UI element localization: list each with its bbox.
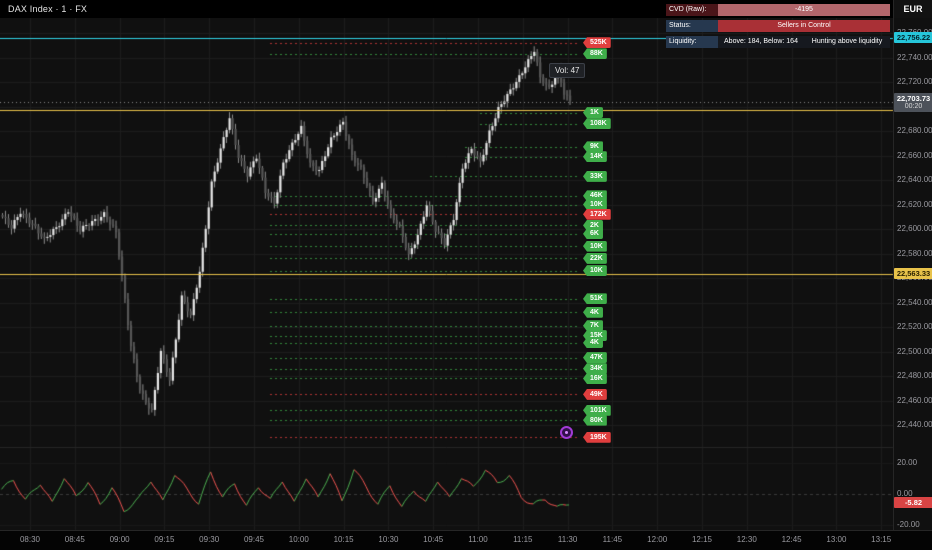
- support-price-label: 22,563.33: [894, 267, 932, 279]
- time-tick-label: 10:00: [288, 535, 309, 544]
- time-tick-label: 08:45: [64, 535, 85, 544]
- price-tick-label: 22,500.00: [897, 346, 932, 356]
- time-tick-label: 09:15: [154, 535, 175, 544]
- time-tick-label: 10:30: [378, 535, 399, 544]
- liquidity-counts: Above: 184, Below: 164: [718, 36, 804, 48]
- time-tick-label: 13:15: [871, 535, 892, 544]
- time-tick-label: 12:30: [736, 535, 757, 544]
- time-tick-label: 11:15: [513, 535, 533, 544]
- status-row: Status: Sellers in Control: [666, 20, 890, 32]
- liquidity-status: Hunting above liquidity: [804, 36, 890, 48]
- time-tick-label: 12:45: [781, 535, 802, 544]
- status-value: Sellers in Control: [718, 20, 890, 32]
- status-label: Status:: [666, 20, 718, 32]
- price-tick-label: 22,480.00: [897, 371, 932, 380]
- time-tick-label: 12:00: [647, 535, 668, 544]
- price-tick-label: 22,660.00: [897, 150, 932, 160]
- price-tick-label: 22,540.00: [897, 297, 932, 307]
- cvd-value-label: -5.82: [894, 497, 932, 509]
- time-tick-label: 10:15: [333, 535, 354, 544]
- price-tick-label: 22,580.00: [897, 248, 932, 258]
- liquidity-row: Liquidity: Above: 184, Below: 164 Huntin…: [666, 36, 890, 48]
- time-tick-label: 11:00: [468, 535, 488, 544]
- price-tick-label: 22,600.00: [897, 224, 932, 233]
- cvd-tick-label: 0.00: [897, 489, 913, 498]
- bar-countdown: 00:20: [904, 102, 923, 110]
- price-tick-label: 22,440.00: [897, 420, 932, 429]
- upper-liquidity-price-label: 22,756.22: [894, 31, 932, 43]
- indicator-info-table: CVD (Raw): -4195 Status: Sellers in Cont…: [666, 4, 890, 48]
- current-price-label: 22,703.73 00:20: [894, 92, 932, 112]
- cvd-raw-value: -4195: [718, 4, 890, 16]
- currency-button[interactable]: EUR: [893, 0, 932, 18]
- cvd-raw-label: CVD (Raw):: [666, 4, 718, 16]
- time-tick-label: 11:45: [602, 535, 623, 544]
- cvd-raw-row: CVD (Raw): -4195: [666, 4, 890, 16]
- time-tick-label: 09:00: [109, 535, 130, 544]
- time-tick-label: 09:45: [243, 535, 265, 544]
- time-tick-label: 09:30: [199, 535, 220, 544]
- price-axis[interactable]: 22,756.22 22,703.73 00:20 22,563.33 -5.8…: [893, 18, 932, 530]
- price-tick-label: 22,740.00: [897, 52, 932, 62]
- symbol-title[interactable]: DAX Index · 1 · FX: [8, 4, 88, 14]
- current-price-value: 22,703.73: [896, 93, 931, 103]
- price-tick-label: 22,620.00: [897, 199, 932, 209]
- chart-marker-icon[interactable]: [560, 426, 573, 439]
- cvd-tick-label: 20.00: [897, 458, 918, 467]
- price-tick-label: 22,460.00: [897, 395, 932, 405]
- cvd-tick-label: -20.00: [897, 520, 920, 529]
- time-tick-label: 10:45: [423, 535, 444, 544]
- time-tick-label: 13:00: [826, 535, 847, 544]
- time-axis[interactable]: 08:30 08:45 09:00 09:15 09:30 09:45 10:00 10:15…: [0, 530, 932, 550]
- price-tick-label: 22,680.00: [897, 126, 932, 135]
- price-tick-label: 22,720.00: [897, 77, 932, 86]
- time-tick-label: 08:30: [19, 535, 41, 544]
- price-tick-label: 22,640.00: [897, 175, 932, 184]
- liquidity-label: Liquidity:: [666, 36, 718, 48]
- volume-tooltip: Vol: 47: [549, 63, 586, 78]
- price-tick-label: 22,520.00: [897, 322, 932, 331]
- time-tick-label: 12:15: [691, 535, 713, 544]
- time-tick-label: 11:30: [557, 535, 578, 544]
